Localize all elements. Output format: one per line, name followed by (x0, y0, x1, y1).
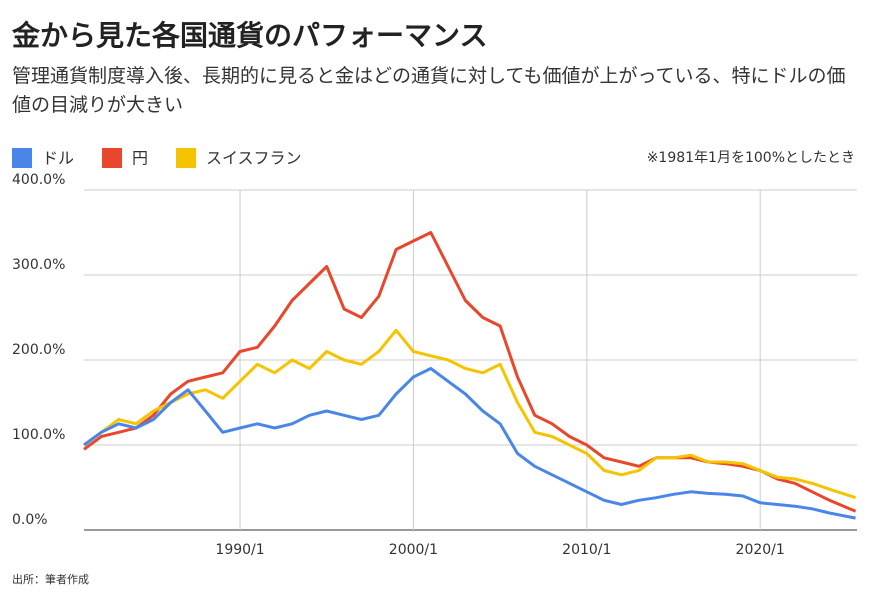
legend-swatch (176, 148, 197, 168)
series-line (83, 367, 856, 520)
legend-label: スイスフラン (206, 149, 302, 168)
y-tick-label: 100.0% (12, 427, 65, 443)
series-line (83, 328, 857, 500)
legend-swatch (102, 148, 123, 168)
x-tick-label: 2000/1 (389, 542, 438, 558)
x-tick-label: 2010/1 (562, 542, 611, 558)
series-line (83, 231, 857, 513)
y-tick-label: 300.0% (12, 257, 65, 273)
y-tick-label: 0.0% (12, 512, 48, 528)
y-tick-label: 200.0% (12, 342, 65, 358)
x-tick-label: 1990/1 (215, 542, 264, 558)
legend-label: 円 (132, 149, 148, 168)
legend-swatch (12, 148, 32, 168)
x-tick-label: 2020/1 (736, 542, 785, 558)
y-tick-label: 400.0% (12, 172, 65, 188)
note: ※1981年1月を100%としたとき (647, 150, 855, 166)
chart-subtitle: 管理通貨制度導入後、長期的に見ると金はどの通貨に対しても価値が上がっている、特に… (12, 65, 846, 116)
chart-title: 金から見た各国通貨のパフォーマンス (12, 19, 488, 52)
source: 出所：筆者作成 (12, 572, 89, 586)
legend-label: ドル (42, 149, 74, 168)
